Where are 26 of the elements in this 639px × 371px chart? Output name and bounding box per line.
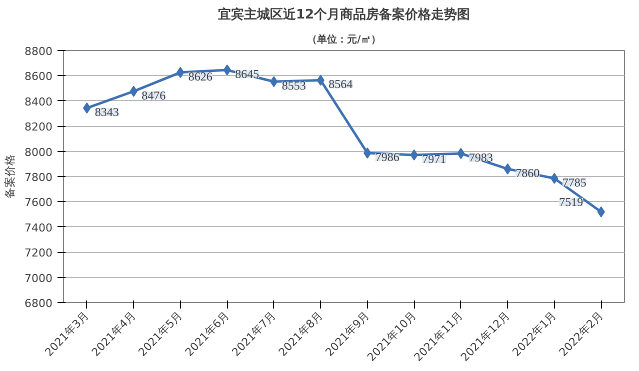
y-tick-label: 7000 [24, 272, 53, 285]
y-tick-label: 7600 [24, 196, 53, 210]
data-label: 8343 [94, 105, 119, 120]
data-label: 8476 [142, 88, 166, 102]
data-label: 7986 [375, 150, 400, 164]
y-tick-label: 8600 [24, 70, 53, 84]
y-tick-label: 6800 [24, 297, 53, 310]
data-label: 7983 [468, 150, 493, 164]
y-tick-label: 8200 [24, 120, 53, 134]
data-label: 8626 [188, 69, 212, 84]
data-label: 7971 [422, 152, 446, 166]
data-label: 8645 [235, 67, 260, 82]
y-axis-title: 备案价格 [4, 154, 17, 198]
y-tick-label: 7800 [24, 171, 53, 184]
y-tick-label: 7400 [24, 221, 53, 234]
data-label: 7519 [559, 194, 584, 209]
y-tick-label: 7200 [24, 246, 53, 260]
chart-subtitle: （单位：元/㎡） [307, 34, 381, 46]
data-label: 8553 [282, 78, 306, 93]
data-label: 8564 [328, 77, 353, 92]
chart-title: 宜宾主城区近12个月商品房备案价格走势图 [218, 6, 470, 22]
y-tick-label: 8800 [24, 45, 53, 58]
y-tick-label: 8400 [24, 95, 53, 108]
y-tick-label: 8000 [24, 146, 53, 159]
data-label: 7785 [562, 175, 586, 190]
data-label: 7860 [516, 166, 540, 180]
